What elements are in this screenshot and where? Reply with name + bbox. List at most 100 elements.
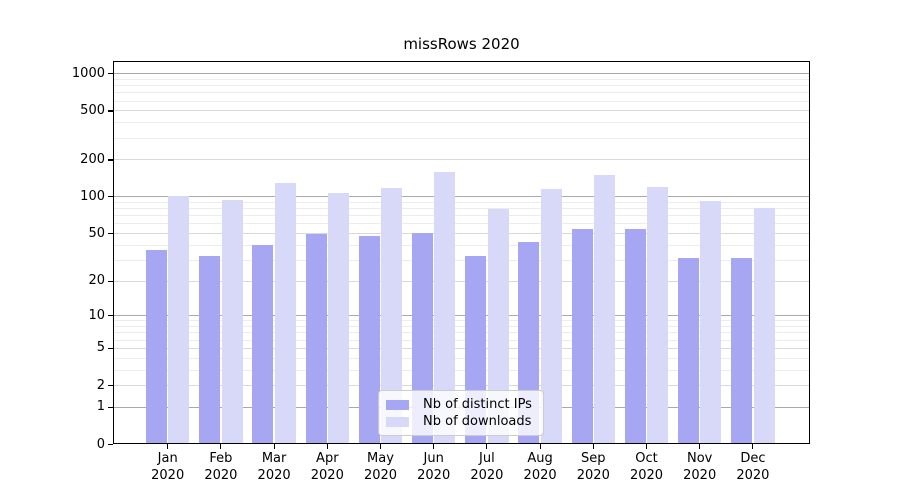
y-tick-1 bbox=[108, 406, 113, 408]
x-tick-label-oct: Oct 2020 bbox=[629, 451, 664, 483]
x-tick-label-dec: Dec 2020 bbox=[736, 451, 770, 483]
x-tick-label-may: May 2020 bbox=[363, 451, 398, 483]
y-tick-0 bbox=[108, 444, 113, 446]
gridline-800 bbox=[114, 85, 809, 87]
x-tick-label-jul: Jul 2020 bbox=[470, 451, 504, 483]
y-tick-1000 bbox=[108, 73, 113, 75]
bar-downloads-jun bbox=[434, 172, 456, 443]
legend-item-downloads: Nb of downloads bbox=[386, 413, 535, 430]
gridline-500 bbox=[114, 110, 809, 112]
legend-label-downloads: Nb of downloads bbox=[423, 414, 532, 429]
chart-title: missRows 2020 bbox=[403, 35, 520, 53]
y-tick-10 bbox=[108, 315, 113, 317]
x-tick-label-mar: Mar 2020 bbox=[257, 451, 291, 483]
gridline-1000 bbox=[114, 73, 809, 75]
bar-downloads-apr bbox=[328, 192, 349, 443]
y-tick-200 bbox=[108, 159, 113, 161]
x-tick-dec bbox=[752, 444, 754, 449]
gridline-300 bbox=[114, 137, 809, 139]
gridline-200 bbox=[114, 159, 809, 161]
bar-downloads-mar bbox=[274, 183, 296, 443]
bar-downloads-may bbox=[381, 188, 403, 443]
x-tick-jan bbox=[167, 444, 169, 449]
gridline-9 bbox=[114, 320, 809, 322]
bar-downloads-aug bbox=[540, 189, 562, 443]
gridline-60 bbox=[114, 223, 809, 225]
bar-distinct-ips-nov bbox=[678, 258, 699, 443]
y-tick-label-1000: 1000 bbox=[71, 65, 105, 81]
bar-downloads-jul bbox=[487, 208, 509, 443]
y-tick-label-50: 50 bbox=[88, 225, 105, 241]
x-tick-label-aug: Aug 2020 bbox=[523, 451, 557, 483]
bar-downloads-feb bbox=[221, 200, 243, 443]
gridline-4 bbox=[114, 357, 809, 359]
y-tick-2 bbox=[108, 385, 113, 387]
bar-downloads-dec bbox=[753, 207, 775, 443]
y-tick-label-200: 200 bbox=[80, 151, 105, 167]
bar-downloads-nov bbox=[700, 200, 722, 443]
y-tick-label-20: 20 bbox=[88, 273, 105, 289]
y-tick-label-1: 1 bbox=[96, 399, 105, 415]
legend-swatch-distinct-ips bbox=[386, 399, 409, 410]
bar-downloads-sep bbox=[594, 174, 615, 443]
bar-distinct-ips-may bbox=[358, 236, 380, 443]
gridline-30 bbox=[114, 259, 809, 261]
x-tick-aug bbox=[539, 444, 541, 449]
bar-distinct-ips-oct bbox=[624, 228, 646, 443]
y-tick-500 bbox=[108, 110, 113, 112]
bar-distinct-ips-sep bbox=[571, 228, 593, 443]
bar-distinct-ips-apr bbox=[305, 234, 327, 443]
bar-distinct-ips-dec bbox=[731, 258, 753, 443]
gridline-5 bbox=[114, 347, 809, 349]
gridline-50 bbox=[114, 233, 809, 234]
gridline-20 bbox=[114, 280, 809, 282]
x-tick-nov bbox=[699, 444, 701, 449]
bar-distinct-ips-mar bbox=[252, 244, 274, 443]
bar-downloads-oct bbox=[647, 187, 669, 443]
x-tick-apr bbox=[326, 444, 328, 449]
x-tick-label-nov: Nov 2020 bbox=[683, 451, 717, 483]
x-tick-may bbox=[379, 444, 382, 449]
y-tick-label-2: 2 bbox=[96, 377, 105, 393]
gridline-80 bbox=[114, 208, 809, 210]
gridline-7 bbox=[114, 332, 809, 334]
gridline-2 bbox=[114, 385, 809, 386]
x-tick-jul bbox=[486, 444, 488, 449]
bar-distinct-ips-jan bbox=[146, 250, 167, 443]
y-tick-label-100: 100 bbox=[80, 188, 105, 204]
gridline-90 bbox=[114, 201, 809, 203]
x-tick-feb bbox=[220, 444, 222, 449]
x-tick-label-sep: Sep 2020 bbox=[576, 451, 610, 483]
gridline-400 bbox=[114, 122, 809, 124]
legend-label-distinct-ips: Nb of distinct IPs bbox=[423, 397, 532, 412]
x-tick-jun bbox=[433, 444, 435, 449]
gridline-70 bbox=[114, 215, 809, 217]
gridline-6 bbox=[114, 339, 809, 341]
gridline-40 bbox=[114, 244, 809, 246]
gridline-10 bbox=[114, 315, 809, 317]
gridline-700 bbox=[114, 92, 809, 94]
y-tick-label-500: 500 bbox=[80, 102, 105, 118]
y-tick-label-5: 5 bbox=[96, 340, 105, 356]
legend-item-distinct-ips: Nb of distinct IPs bbox=[386, 396, 535, 413]
gridline-8 bbox=[114, 326, 809, 328]
x-tick-sep bbox=[592, 444, 594, 449]
y-tick-20 bbox=[108, 280, 113, 282]
x-tick-mar bbox=[273, 444, 275, 449]
legend: Nb of distinct IPs Nb of downloads bbox=[378, 390, 544, 436]
y-tick-50 bbox=[108, 233, 113, 235]
legend-swatch-downloads bbox=[386, 416, 409, 427]
bar-distinct-ips-feb bbox=[199, 256, 221, 443]
y-tick-label-10: 10 bbox=[88, 307, 105, 323]
gridline-3 bbox=[114, 369, 809, 371]
x-tick-label-jan: Jan 2020 bbox=[151, 451, 185, 483]
y-tick-label-0: 0 bbox=[96, 436, 105, 452]
x-tick-label-feb: Feb 2020 bbox=[204, 451, 238, 483]
gridline-900 bbox=[114, 78, 809, 80]
x-tick-oct bbox=[645, 444, 648, 449]
x-tick-label-apr: Apr 2020 bbox=[310, 451, 344, 483]
y-tick-100 bbox=[108, 196, 113, 198]
